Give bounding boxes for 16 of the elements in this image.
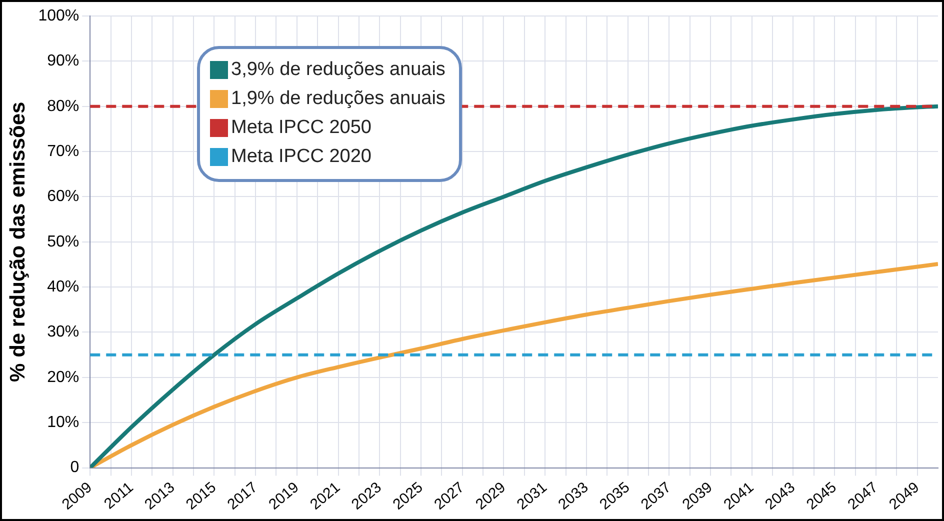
legend-label: 1,9% de reduções anuais bbox=[231, 87, 446, 111]
y-tick-label: 90% bbox=[47, 52, 80, 70]
y-tick-label: 20% bbox=[47, 368, 80, 386]
y-tick-label: 60% bbox=[47, 188, 80, 206]
y-tick-label: 10% bbox=[47, 414, 80, 431]
y-tick-label: 80% bbox=[47, 98, 80, 115]
legend-label: 3,9% de reduções anuais bbox=[231, 58, 446, 82]
y-tick-label: 100% bbox=[38, 7, 80, 24]
y-tick-label: 30% bbox=[47, 324, 80, 341]
y-tick-label: 40% bbox=[47, 278, 80, 296]
legend-label: Meta IPCC 2050 bbox=[231, 116, 372, 140]
y-tick-label: 0 bbox=[70, 459, 80, 476]
legend-label: Meta IPCC 2020 bbox=[231, 145, 372, 169]
y-tick-label: 50% bbox=[47, 233, 80, 250]
y-axis-title: % de redução das emissões bbox=[6, 102, 30, 382]
y-tick-label: 70% bbox=[47, 142, 80, 160]
